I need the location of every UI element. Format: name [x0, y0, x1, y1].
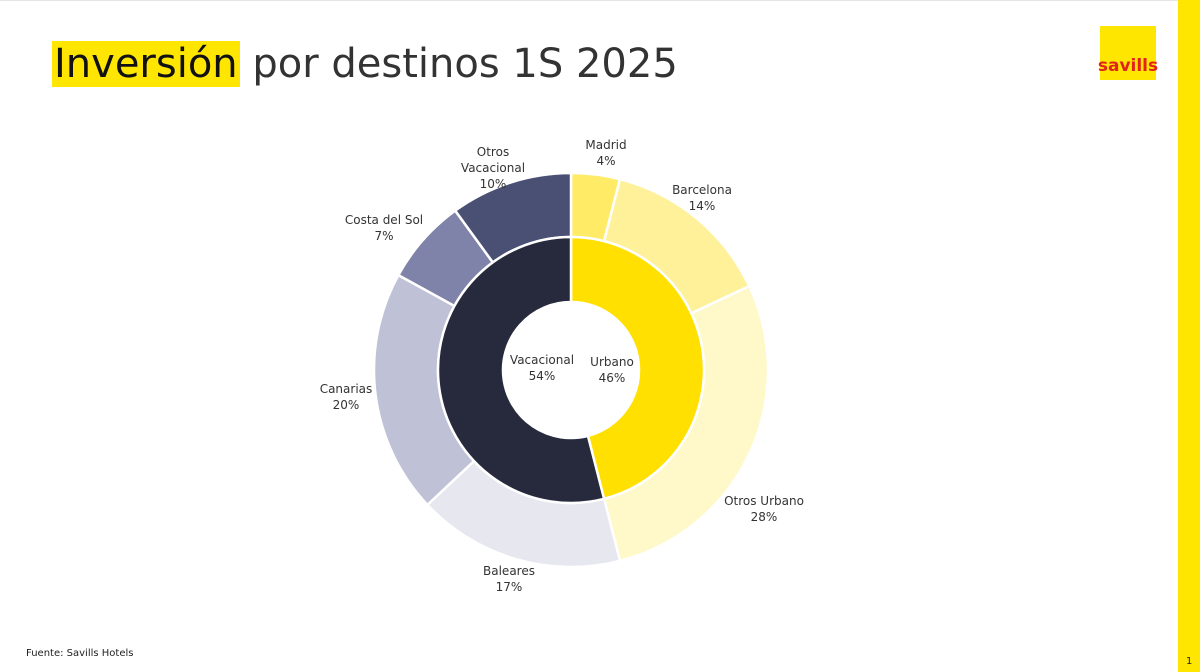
page-title: Inversión por destinos 1S 2025	[52, 38, 678, 90]
label-canarias: Canarias 20%	[320, 382, 373, 412]
logo-text: savills	[1097, 56, 1159, 76]
label-costa-del-sol: Costa del Sol 7%	[345, 213, 423, 243]
title-rest: por destinos 1S 2025	[252, 41, 678, 87]
inner-slice-urbano	[569, 235, 706, 501]
label-baleares: Baleares 17%	[483, 564, 535, 594]
top-divider	[0, 0, 1200, 1]
brand-side-band	[1178, 0, 1200, 672]
label-otros-vacacional: Otros Vacacional 10%	[461, 145, 525, 191]
title-highlight: Inversión	[52, 41, 240, 87]
label-madrid: Madrid 4%	[585, 138, 626, 168]
page-number: 1	[1186, 656, 1193, 667]
label-barcelona: Barcelona 14%	[672, 183, 732, 213]
label-vacacional: Vacacional 54%	[510, 353, 574, 383]
label-otros-urbano: Otros Urbano 28%	[724, 494, 804, 524]
source-note: Fuente: Savills Hotels	[26, 648, 134, 659]
savills-logo: savills	[1097, 26, 1159, 80]
inner-slice-vacacional	[436, 235, 606, 505]
label-urbano: Urbano 46%	[590, 355, 634, 385]
